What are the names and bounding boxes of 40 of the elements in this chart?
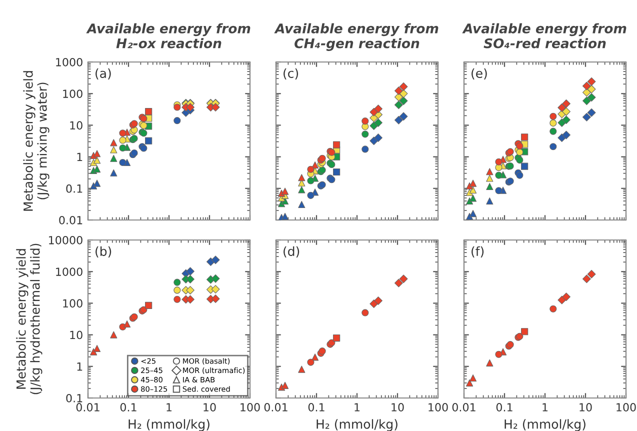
- x-tick-label: 100: [240, 403, 260, 412]
- x-tick-label: 100: [616, 403, 636, 412]
- x-tick-label: 0.1: [496, 403, 512, 412]
- chart-title: Available energy from SO₄-red reaction: [462, 23, 626, 48]
- y-tick-label: 10: [70, 330, 82, 340]
- annotation: (a): [96, 68, 111, 80]
- y-tick-label: 0.1: [66, 394, 82, 402]
- y-tick-label: 0.1: [66, 184, 82, 193]
- annotation: (d): [284, 246, 300, 258]
- x-tick-label: 0.1: [120, 403, 136, 412]
- x-tick-label: 0.01: [452, 403, 476, 412]
- x-tick-label: 0.01: [264, 403, 288, 412]
- y-tick-label: 1: [77, 362, 82, 371]
- y-tick-label: 1000: [56, 268, 82, 276]
- y-tick-label: 100: [63, 90, 82, 98]
- y-axis-title: Metabolic energy yield (J/kg mixing water): [23, 71, 50, 211]
- x-tick-label: 100: [428, 403, 448, 412]
- x-tick-label: 1: [542, 403, 548, 412]
- y-axis-title: Metabolic energy yield (J/kg hydrothermal fulid): [16, 244, 42, 394]
- x-tick-label: 10: [580, 403, 592, 412]
- x-tick-label: 0.1: [308, 403, 324, 412]
- y-tick-label: 10000: [49, 236, 82, 244]
- chart-title: Available energy from CH₄-gen reaction: [274, 23, 438, 51]
- x-tick-label: 1: [166, 403, 172, 412]
- x-tick-label: 1: [354, 403, 360, 412]
- y-tick-label: 10: [70, 121, 82, 130]
- x-tick-label: 10: [204, 403, 216, 412]
- x-axis-title: H₂ (mmol/kg): [128, 419, 210, 431]
- annotation: (e): [472, 68, 487, 80]
- y-tick-label: 0.01: [59, 216, 82, 224]
- chart-title: Available energy from H₂-ox reaction: [86, 23, 250, 48]
- y-tick-label: 1: [77, 152, 82, 162]
- annotation: (c): [284, 68, 298, 80]
- annotation: (b): [96, 246, 112, 258]
- x-tick-label: 10: [392, 403, 404, 412]
- x-axis-title: H₂ (mmol/kg): [316, 419, 398, 431]
- annotation: (f): [472, 246, 484, 258]
- x-axis-title: H₂ (mmol/kg): [504, 419, 586, 431]
- y-tick-label: 1000: [56, 58, 82, 66]
- y-tick-label: 100: [63, 299, 82, 308]
